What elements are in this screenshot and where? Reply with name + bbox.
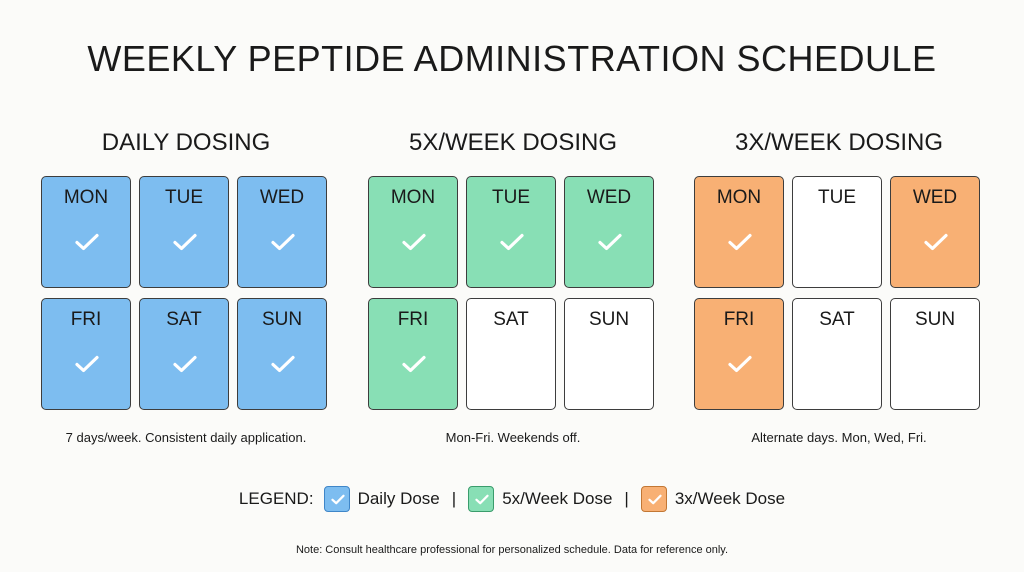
check-icon [330,494,345,505]
day-label: TUE [165,187,203,208]
check-icon [475,494,489,505]
check-icon [402,355,426,373]
day-cell-tue: TUE [792,176,882,288]
day-grid: MON TUE WED FRI SAT SUN [694,176,984,412]
check-icon [598,233,622,251]
day-label: WED [586,187,632,208]
check-icon [728,233,752,251]
panel-description: 7 days/week. Consistent daily applicatio… [65,430,307,445]
day-label: FRI [723,309,755,330]
day-cell-mon: MON [694,176,784,288]
day-label: SUN [588,309,630,330]
check-icon [173,355,197,373]
day-label: TUE [818,187,856,208]
legend-separator: | [624,489,629,508]
day-grid: MON TUE WED FRI SAT SUN [41,176,331,412]
day-label: SAT [819,309,855,330]
day-cell-fri: FRI [368,298,458,410]
day-label: SUN [914,309,956,330]
panel-daily: DAILY DOSING MON TUE WED FRI SAT SUN 7 days/w… [41,128,331,445]
panel-title: 3X/WEEK DOSING [734,129,944,156]
legend-swatch-daily [323,486,350,512]
legend-label: LEGEND: [238,489,314,508]
day-label: SAT [493,309,529,330]
day-cell-wed: WED [890,176,980,288]
day-cell-mon: MON [368,176,458,288]
footnote: Note: Consult healthcare professional fo… [295,544,729,556]
day-cell-sat: SAT [139,298,229,410]
day-label: MON [716,187,762,208]
day-cell-sat: SAT [466,298,556,410]
legend-item-5x: 5x/Week Dose [502,489,613,508]
day-cell-sun: SUN [237,298,327,410]
check-icon [75,233,99,251]
check-icon [402,233,426,251]
day-label: TUE [492,187,530,208]
day-cell-sun: SUN [564,298,654,410]
day-cell-sat: SAT [792,298,882,410]
check-icon [271,355,295,373]
legend-item-daily: Daily Dose [357,489,440,508]
legend-item-3x: 3x/Week Dose [674,489,786,508]
check-icon [271,233,295,251]
check-icon [728,355,752,373]
day-label: WED [259,187,305,208]
day-cell-mon: MON [41,176,131,288]
check-icon [75,355,99,373]
day-cell-wed: WED [564,176,654,288]
day-cell-tue: TUE [139,176,229,288]
day-cell-sun: SUN [890,298,980,410]
check-icon [924,233,948,251]
check-icon [500,233,524,251]
legend-swatch-3x [640,486,667,512]
day-label: MON [63,187,109,208]
page-title: WEEKLY PEPTIDE ADMINISTRATION SCHEDULE [87,38,937,79]
panel-description: Alternate days. Mon, Wed, Fri. [751,430,927,445]
panel-title: DAILY DOSING [101,129,271,156]
day-cell-fri: FRI [694,298,784,410]
day-label: FRI [397,309,429,330]
panel-title: 5X/WEEK DOSING [408,129,618,156]
day-cell-tue: TUE [466,176,556,288]
check-icon [173,233,197,251]
panel-3x-week: 3X/WEEK DOSING MON TUE WED FRI SAT SUN Altern… [694,128,984,445]
day-label: SAT [166,309,202,330]
legend-swatch-5x [468,486,495,512]
day-cell-wed: WED [237,176,327,288]
legend-separator: | [451,489,457,508]
day-label: MON [390,187,436,208]
legend: LEGEND: Daily Dose | 5x/Week Dose | 3x/W… [0,486,1024,512]
check-icon [648,494,662,505]
day-label: SUN [261,309,303,330]
day-grid: MON TUE WED FRI SAT SUN [368,176,658,412]
day-label: WED [912,187,958,208]
panel-5x-week: 5X/WEEK DOSING MON TUE WED FRI SAT SUN Mon-Fr… [368,128,658,445]
day-cell-fri: FRI [41,298,131,410]
day-label: FRI [70,309,102,330]
panel-description: Mon-Fri. Weekends off. [445,430,581,445]
